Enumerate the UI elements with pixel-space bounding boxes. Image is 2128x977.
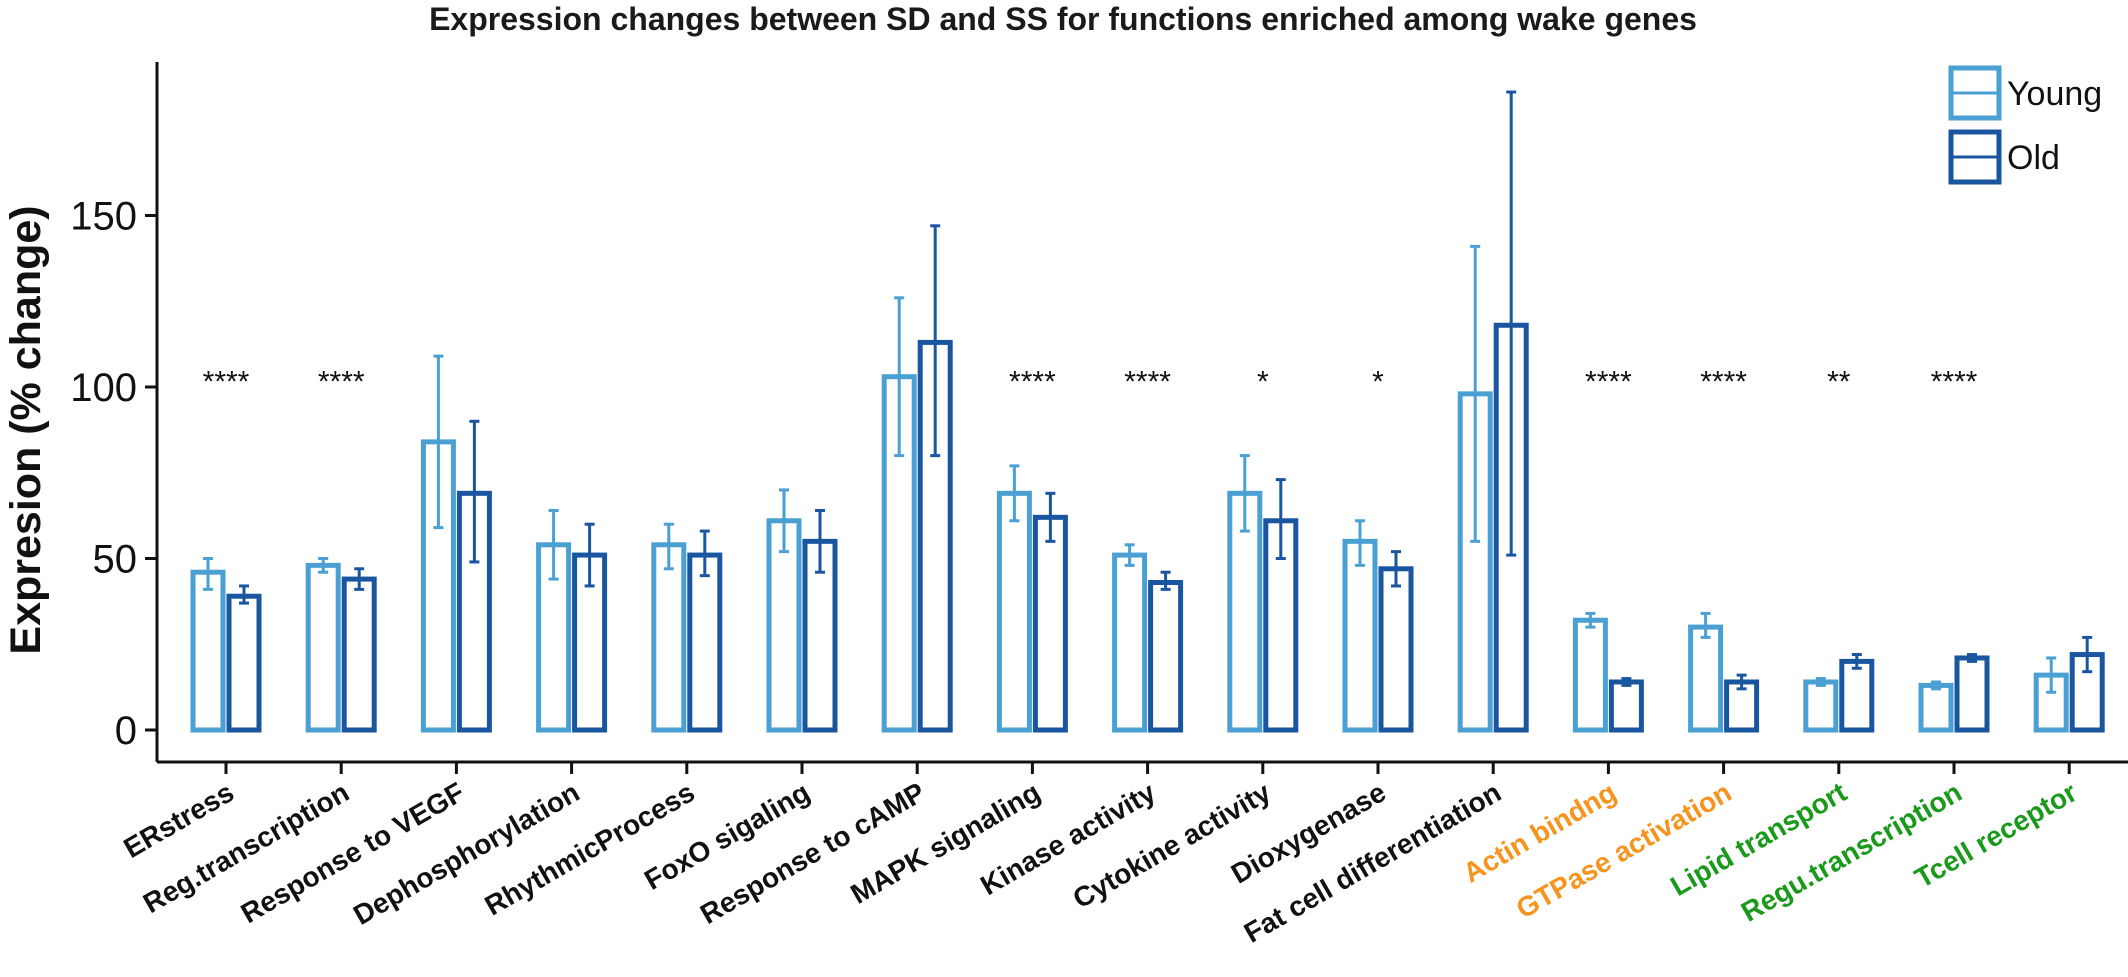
bar-old — [687, 552, 723, 733]
x-tick-label: Regu.transcription — [1736, 776, 1967, 927]
significance-label: **** — [203, 366, 250, 399]
bar-young — [1688, 624, 1724, 733]
y-tick-label: 150 — [70, 195, 137, 239]
significance-label: **** — [1585, 366, 1632, 399]
x-tick-label: MAPK signaling — [845, 776, 1045, 909]
bar-young — [1803, 679, 1839, 733]
bar-old — [1839, 658, 1875, 733]
bar-old — [226, 593, 262, 733]
bar-old — [341, 576, 377, 733]
significance-label: **** — [1124, 366, 1171, 399]
significance-label: * — [1372, 366, 1384, 399]
legend-label-old: Old — [2007, 139, 2060, 177]
y-axis-label: Expresion (% change) — [2, 205, 50, 654]
significance-label: ** — [1827, 366, 1851, 399]
chart-title: Expression changes between SD and SS for… — [429, 1, 1697, 37]
significance-label: **** — [318, 366, 365, 399]
bar-young — [190, 569, 226, 733]
bar-young — [1112, 552, 1148, 733]
bar-young — [996, 490, 1032, 733]
bar-young — [1918, 682, 1954, 733]
plot-area: 050100150****ERstress****Reg.transcripti… — [70, 62, 2128, 949]
bar-old — [1954, 655, 1990, 733]
x-tick-label: Cytokine activity — [1068, 776, 1277, 914]
x-tick-label: RhythmicProcess — [479, 776, 699, 921]
bar-old — [1378, 566, 1414, 733]
significance-label: **** — [1931, 366, 1978, 399]
significance-label: * — [1257, 366, 1269, 399]
y-tick-label: 100 — [70, 366, 137, 410]
bar-young — [651, 542, 687, 733]
y-tick-label: 0 — [115, 709, 137, 753]
bar-young — [305, 562, 341, 733]
x-tick-label: GTPase activation — [1511, 776, 1737, 924]
legend-label-young: Young — [2007, 75, 2102, 113]
significance-label: **** — [1700, 366, 1747, 399]
bar-old — [1148, 580, 1184, 733]
significance-label: **** — [1009, 366, 1056, 399]
bar-young — [1342, 538, 1378, 733]
bar-old — [1032, 514, 1068, 733]
bar-old — [1608, 679, 1644, 733]
bar-young — [1572, 617, 1608, 733]
bar-young — [766, 518, 802, 733]
legend: Young Old — [1948, 65, 2102, 185]
y-tick-label: 50 — [93, 538, 138, 582]
